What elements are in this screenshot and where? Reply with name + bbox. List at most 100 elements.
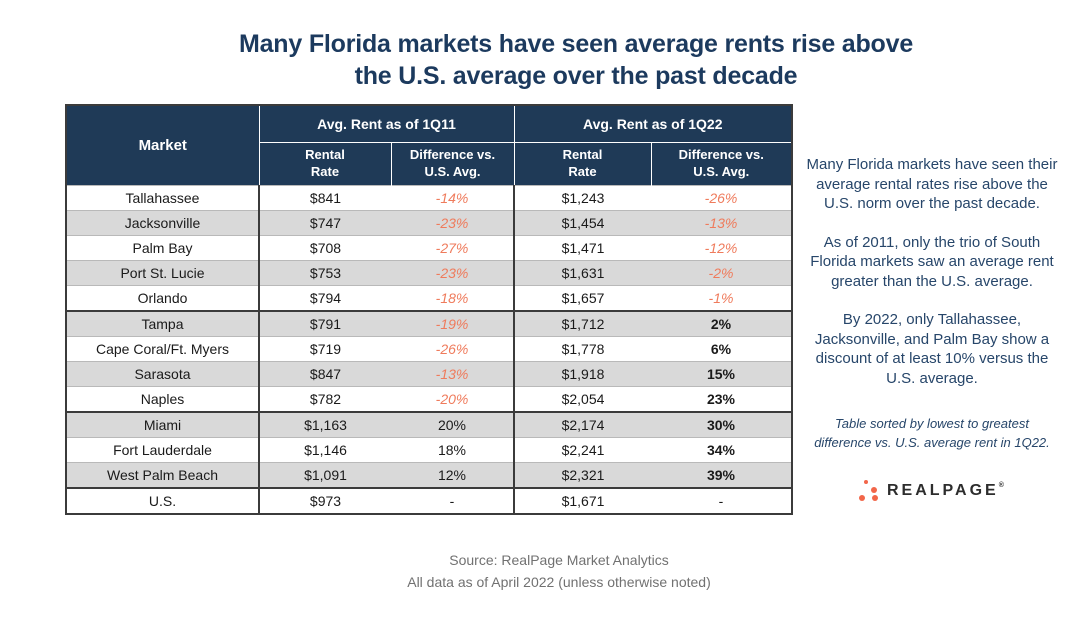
- rate-1q11-cell: $841: [309, 190, 342, 206]
- sidebar-paragraph: By 2022, only Tallahassee, Jacksonville,…: [814, 311, 1050, 387]
- diff-1q22-cell: 39%: [706, 467, 736, 483]
- diff-1q22-cell: 6%: [710, 341, 732, 357]
- market-cell: Cape Coral/Ft. Myers: [66, 336, 260, 362]
- diff-1q11-cell: -26%: [391, 336, 515, 362]
- diff-1q22-cell: -2%: [708, 265, 734, 281]
- rate-1q11-cell: $1,146: [304, 442, 347, 458]
- group-header-1q11: Avg. Rent as of 1Q11: [259, 105, 514, 143]
- table-header: Market Avg. Rent as of 1Q11 Avg. Rent as…: [66, 105, 792, 186]
- market-cell: Jacksonville: [66, 210, 260, 236]
- rate-1q11-cell: $782: [309, 391, 342, 407]
- market-cell: U.S.: [66, 488, 260, 514]
- rate-1q22-cell: $2,241: [561, 442, 605, 458]
- diff-1q11-cell: -18%: [391, 285, 515, 311]
- table-row: Cape Coral/Ft. Myers $719 -26% $1,778 6%: [66, 336, 792, 362]
- market-cell: Tallahassee: [66, 185, 260, 211]
- market-cell: West Palm Beach: [66, 462, 260, 488]
- rate-1q22-cell: $1,631: [561, 265, 605, 281]
- subheader-difference-1q22: Difference vs. U.S. Avg.: [650, 142, 792, 186]
- table-row: Jacksonville $747 -23% $1,454 -13%: [66, 210, 792, 236]
- diff-1q11-cell: -: [391, 488, 515, 514]
- rate-1q11-cell: $1,091: [304, 467, 347, 483]
- diff-1q22-cell: 30%: [706, 417, 736, 433]
- diff-1q22-cell: 23%: [706, 391, 736, 407]
- rate-1q22-cell: $1,454: [561, 215, 605, 231]
- market-cell: Port St. Lucie: [66, 260, 260, 286]
- diff-1q11-cell: -20%: [391, 386, 515, 412]
- rate-1q22-cell: $2,054: [561, 391, 605, 407]
- diff-1q11-cell: -23%: [391, 260, 515, 286]
- diff-1q22-cell: 34%: [706, 442, 736, 458]
- rate-1q11-cell: $847: [309, 366, 342, 382]
- table-body: Tallahassee $841 -14% $1,243 -26% Jacksonvill…: [66, 185, 792, 514]
- market-cell: Orlando: [66, 285, 260, 311]
- diff-1q22-cell: -13%: [704, 215, 738, 231]
- diff-1q11-cell: 20%: [391, 412, 515, 438]
- sidebar-commentary: Many Florida markets have seen their ave…: [806, 155, 1058, 453]
- rate-1q22-cell: $2,321: [561, 467, 605, 483]
- sort-note: Table sorted by lowest to greatest diffe…: [814, 416, 1050, 450]
- realpage-logo: REALPAGE®: [856, 478, 1004, 504]
- diff-1q11-cell: -14%: [391, 185, 515, 211]
- market-cell: Fort Lauderdale: [66, 437, 260, 463]
- rate-1q22-cell: $1,671: [561, 493, 605, 509]
- rate-1q11-cell: $719: [309, 341, 342, 357]
- market-cell: Tampa: [66, 311, 260, 337]
- diff-1q11-cell: -13%: [391, 361, 515, 387]
- rate-1q22-cell: $1,918: [561, 366, 605, 382]
- diff-1q22-cell: 15%: [706, 366, 736, 382]
- table-row: Sarasota $847 -13% $1,918 15%: [66, 361, 792, 387]
- table-row: Fort Lauderdale $1,146 18% $2,241 34%: [66, 437, 792, 463]
- rate-1q22-cell: $1,712: [561, 316, 605, 332]
- table-row: Orlando $794 -18% $1,657 -1%: [66, 285, 792, 311]
- rate-1q11-cell: $973: [309, 493, 342, 509]
- market-cell: Miami: [66, 412, 260, 438]
- rate-1q22-cell: $1,471: [561, 240, 605, 256]
- table-row: Naples $782 -20% $2,054 23%: [66, 386, 792, 412]
- diff-1q11-cell: -23%: [391, 210, 515, 236]
- rate-1q11-cell: $794: [309, 290, 342, 306]
- rate-1q11-cell: $708: [309, 240, 342, 256]
- rate-1q11-cell: $747: [309, 215, 342, 231]
- market-column-header: Market: [66, 105, 260, 186]
- rate-1q22-cell: $1,657: [561, 290, 605, 306]
- market-cell: Naples: [66, 386, 260, 412]
- diff-1q22-cell: -: [718, 493, 724, 509]
- rate-1q11-cell: $1,163: [304, 417, 347, 433]
- diff-1q11-cell: 18%: [391, 437, 515, 463]
- rent-comparison-table: Market Avg. Rent as of 1Q11 Avg. Rent as…: [65, 104, 793, 515]
- diff-1q22-cell: 2%: [710, 316, 732, 332]
- realpage-logo-text: REALPAGE®: [887, 482, 1004, 499]
- data-date-line: All data as of April 2022 (unless otherw…: [407, 574, 711, 591]
- diff-1q22-cell: -26%: [704, 190, 738, 206]
- group-header-1q22: Avg. Rent as of 1Q22: [513, 105, 792, 143]
- table-row: Miami $1,163 20% $2,174 30%: [66, 412, 792, 438]
- diff-1q22-cell: -1%: [708, 290, 734, 306]
- sidebar-paragraph: Many Florida markets have seen their ave…: [806, 156, 1058, 212]
- registered-mark: ®: [998, 482, 1004, 489]
- subheader-rental-rate-1q11: Rental Rate: [259, 142, 391, 186]
- rate-1q11-cell: $791: [309, 316, 342, 332]
- table-row: Tampa $791 -19% $1,712 2%: [66, 311, 792, 337]
- table-row: Port St. Lucie $753 -23% $1,631 -2%: [66, 260, 792, 286]
- subheader-difference-1q11: Difference vs. U.S. Avg.: [390, 142, 514, 186]
- source-line: Source: RealPage Market Analytics: [449, 552, 669, 568]
- table-row: U.S. $973 - $1,671 -: [66, 488, 792, 514]
- source-footer: Source: RealPage Market Analytics All da…: [0, 549, 1082, 594]
- diff-1q11-cell: -27%: [391, 235, 515, 261]
- rate-1q11-cell: $753: [309, 265, 342, 281]
- sidebar-paragraph: As of 2011, only the trio of South Flori…: [810, 233, 1054, 290]
- rate-1q22-cell: $1,243: [561, 190, 605, 206]
- table-row: Palm Bay $708 -27% $1,471 -12%: [66, 235, 792, 261]
- diff-1q11-cell: 12%: [391, 462, 515, 488]
- page-title: Many Florida markets have seen average r…: [238, 30, 914, 90]
- rate-1q22-cell: $2,174: [561, 417, 605, 433]
- realpage-dots-icon: [856, 478, 882, 504]
- rate-1q22-cell: $1,778: [561, 341, 605, 357]
- diff-1q22-cell: -12%: [704, 240, 738, 256]
- market-cell: Sarasota: [66, 361, 260, 387]
- diff-1q11-cell: -19%: [391, 311, 515, 337]
- subheader-rental-rate-1q22: Rental Rate: [513, 142, 651, 186]
- table-row: Tallahassee $841 -14% $1,243 -26%: [66, 185, 792, 211]
